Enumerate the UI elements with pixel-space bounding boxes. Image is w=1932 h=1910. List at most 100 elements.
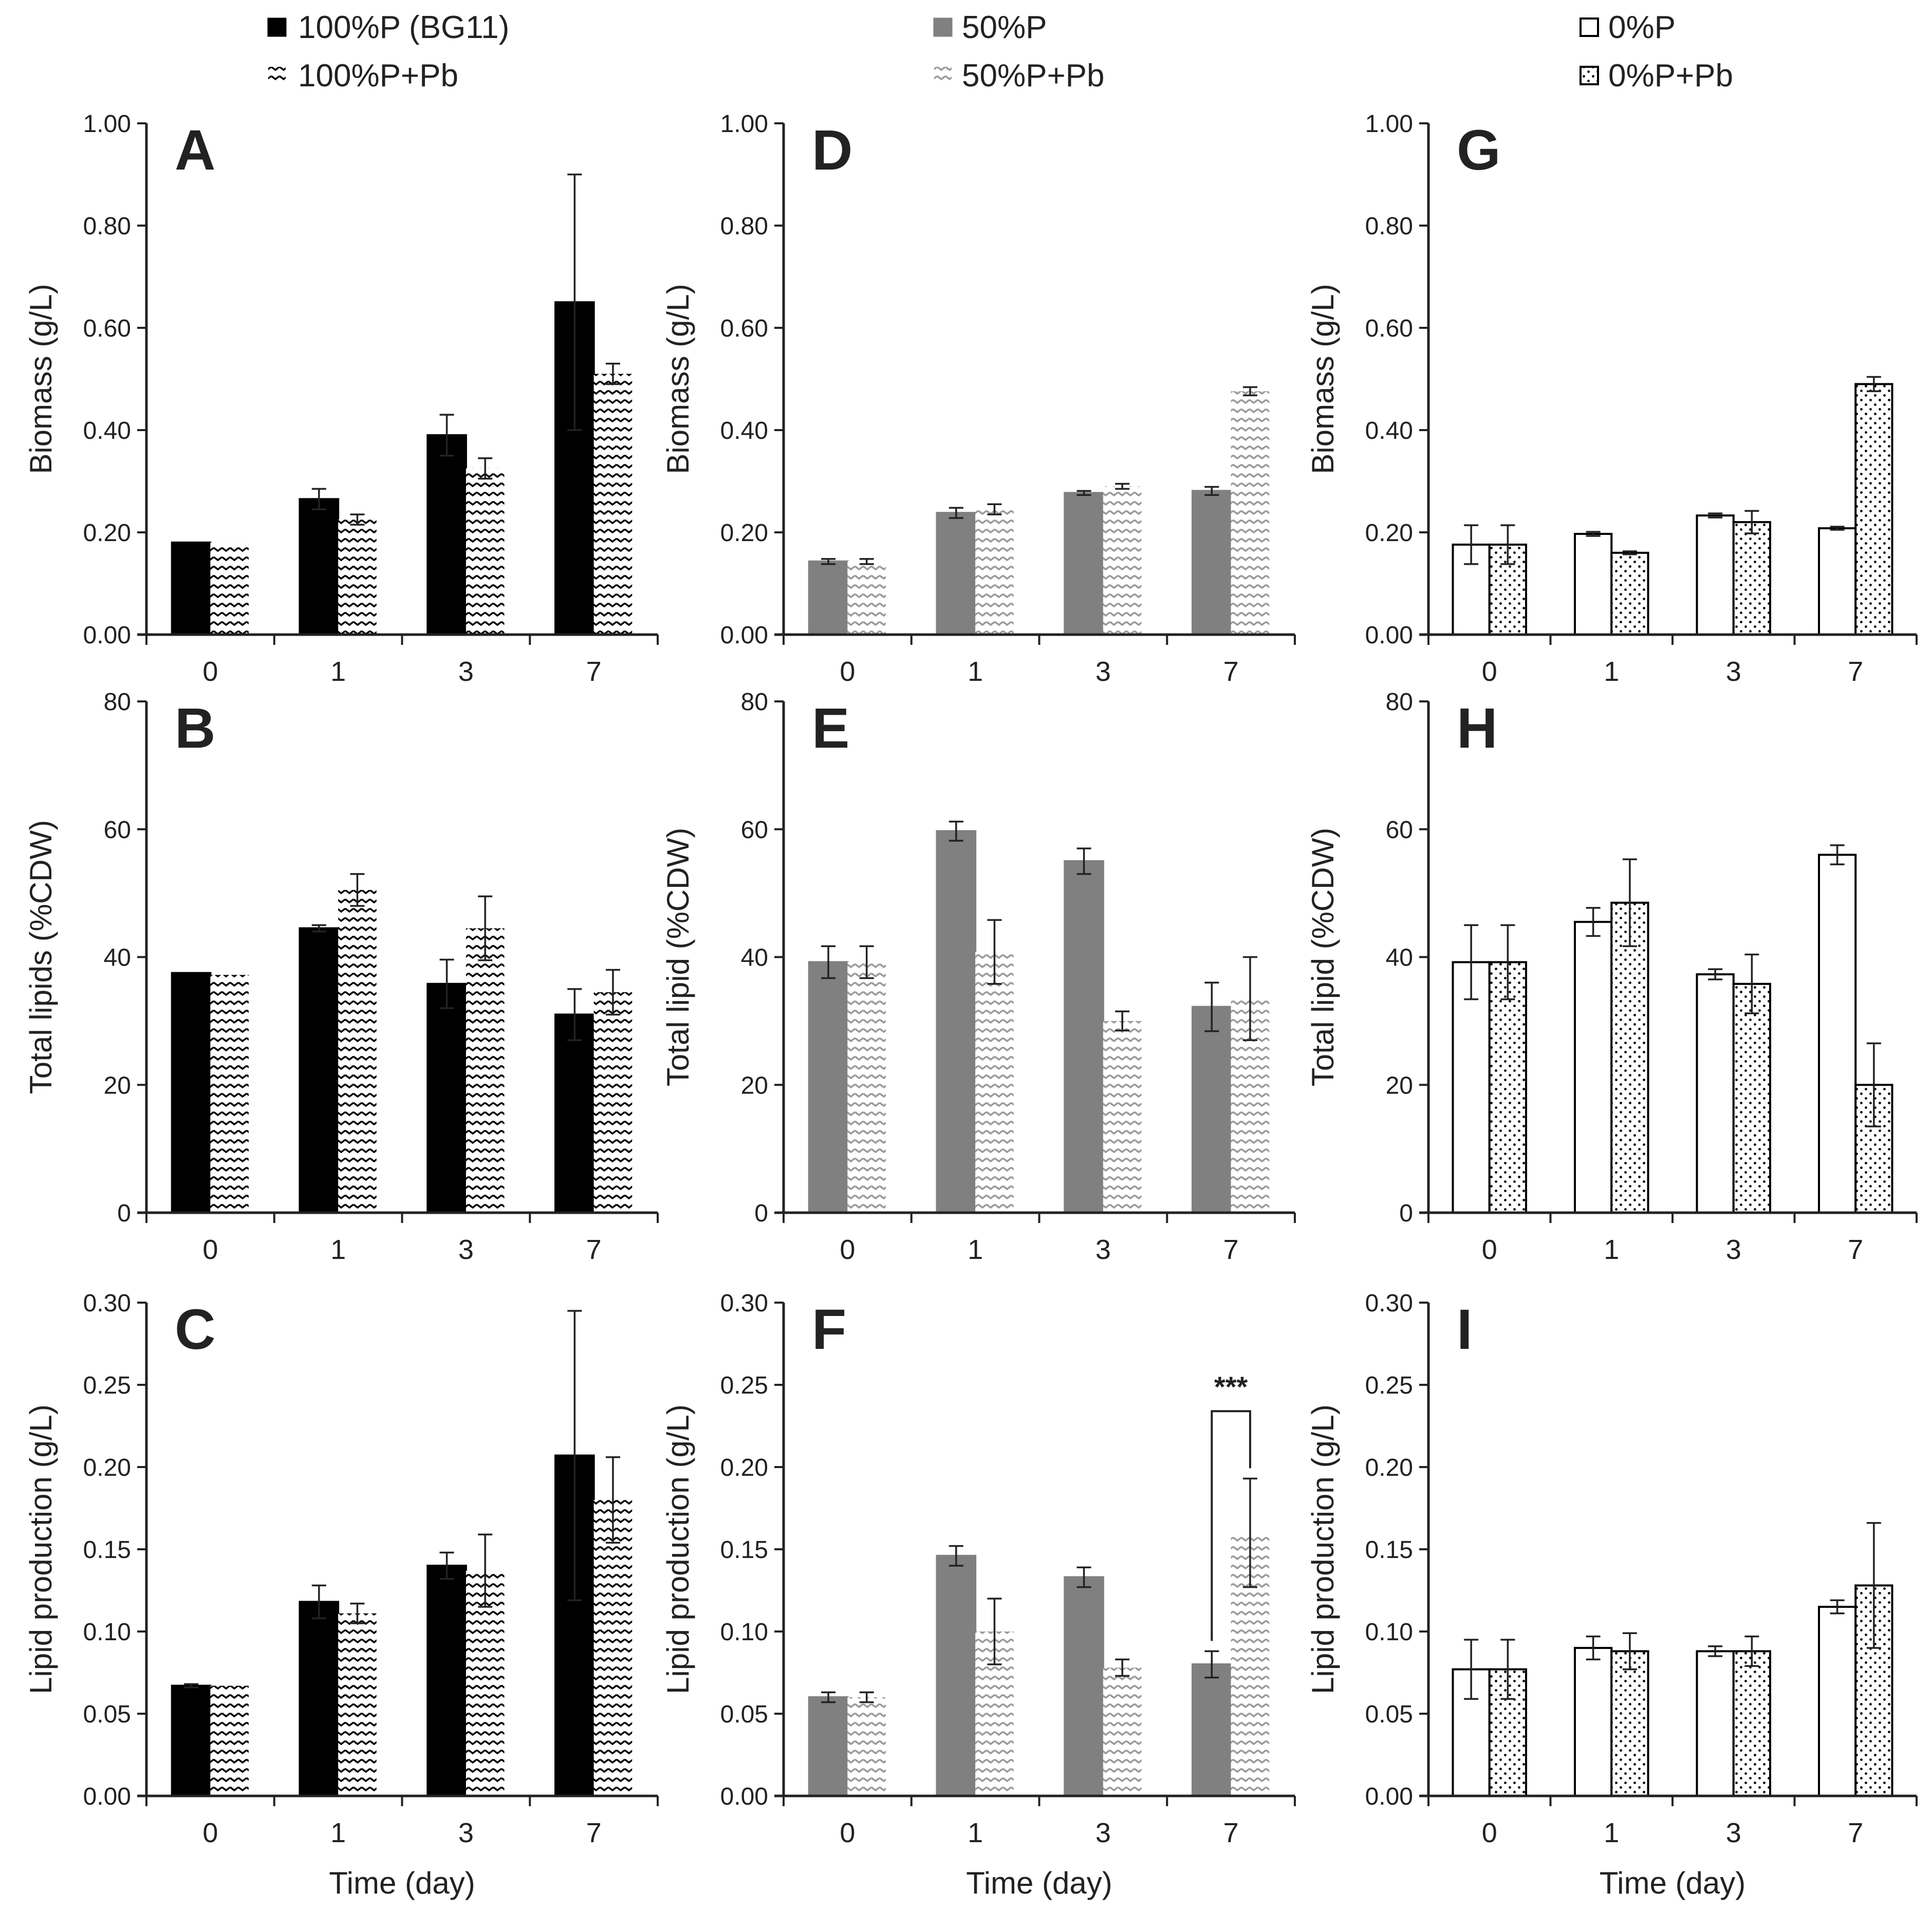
bar: [1610, 901, 1649, 1214]
x-tick-label: 1: [968, 1234, 983, 1265]
y-tick-label: 0.00: [83, 622, 131, 649]
bar: [1574, 921, 1613, 1214]
bar: [847, 1697, 886, 1796]
y-tick-label: 40: [104, 944, 131, 972]
bar: [593, 992, 633, 1213]
x-tick-label: 1: [968, 1818, 983, 1848]
y-tick-label: 0.60: [83, 315, 131, 342]
x-tick-label: 0: [1482, 1234, 1497, 1265]
y-tick-label: 1.00: [83, 110, 131, 138]
legend-item: 100%P (BG11): [267, 10, 509, 45]
y-tick-label: 0.20: [1365, 520, 1413, 547]
y-tick-label: 0.80: [1365, 213, 1413, 240]
legend-item: 50%P: [933, 10, 1047, 45]
y-tick-label: 0.80: [720, 213, 768, 240]
y-axis-label: Biomass (g/L): [1306, 284, 1340, 474]
bar: [1854, 383, 1893, 636]
x-tick-label: 7: [586, 1234, 602, 1265]
y-axis-label: Lipid production (g/L): [661, 1404, 695, 1694]
x-tick-label: 3: [458, 1818, 474, 1848]
chart-panel-c: C 0.00 0.05 0.10 0.15 0.20 0.25 0.30 Lipid produ…: [24, 1290, 659, 1900]
bar: [426, 982, 467, 1214]
x-tick-label: 0: [202, 1234, 218, 1265]
bar: [1732, 521, 1771, 636]
x-tick-label: 7: [1223, 656, 1239, 687]
y-tick-label: 0.40: [720, 417, 768, 444]
y-tick-label: 0.00: [720, 1783, 768, 1810]
y-tick-label: 0.60: [720, 315, 768, 342]
chart-panel-g: G 0.00 0.20 0.40 0.60 0.80 1.00 Biomass (g/L) 0 1…: [1306, 110, 1918, 687]
y-tick-label: 0.25: [83, 1372, 131, 1399]
x-tick-label: 3: [1095, 656, 1111, 687]
panel-label: F: [812, 1298, 846, 1361]
y-tick-label: 0.20: [1365, 1454, 1413, 1481]
x-tick-label: 3: [1726, 1234, 1741, 1265]
chart-panel-i: I 0.00 0.05 0.10 0.15 0.20 0.25 0.30 Lipid produ…: [1306, 1290, 1918, 1900]
bar: [1610, 551, 1649, 636]
legend-label: 100%P (BG11): [298, 10, 509, 45]
panel-label: E: [812, 697, 849, 760]
y-axis-label: Total lipid (%CDW): [1306, 828, 1340, 1086]
bar: [466, 468, 505, 635]
bar: [1103, 1021, 1142, 1213]
y-tick-label: 0.40: [83, 417, 131, 444]
panel-label: D: [812, 119, 852, 182]
bar: [936, 1554, 977, 1797]
bar: [210, 1685, 249, 1796]
legend-swatch: [933, 17, 953, 37]
bar: [1818, 1606, 1857, 1797]
bar: [171, 541, 212, 636]
y-axis-label: Lipid production (g/L): [24, 1404, 58, 1694]
bar: [338, 1613, 377, 1796]
chart-panel-b: B 0 20 40 60 80 Total lipids (%CDW) 0 1 3 7: [24, 689, 659, 1265]
y-tick-label: 0: [754, 1200, 768, 1227]
significance-bracket: [1211, 1410, 1251, 1641]
x-tick-label: 1: [1604, 656, 1619, 687]
y-tick-label: 0.20: [720, 520, 768, 547]
bar: [593, 374, 633, 635]
bar: [1064, 860, 1104, 1214]
x-tick-label: 1: [330, 1234, 346, 1265]
y-tick-label: 0.25: [720, 1372, 768, 1399]
bar: [808, 560, 849, 636]
bar: [1192, 1663, 1232, 1797]
legend-swatch: [934, 67, 952, 84]
bar: [936, 830, 977, 1214]
y-tick-label: 0.80: [83, 213, 131, 240]
bar: [1818, 854, 1857, 1214]
bar: [299, 1601, 340, 1797]
x-tick-label: 3: [1726, 1818, 1741, 1848]
bar: [299, 927, 340, 1214]
panel-label: H: [1457, 697, 1497, 760]
y-tick-label: 0.00: [83, 1783, 131, 1810]
legend-swatch: [1580, 66, 1599, 85]
bar: [466, 1570, 505, 1796]
x-tick-label: 1: [330, 656, 346, 687]
bar: [1818, 527, 1857, 636]
bar: [171, 1684, 212, 1797]
x-tick-label: 0: [840, 1818, 855, 1848]
legend-label: 50%P+Pb: [962, 58, 1105, 94]
bar: [1192, 490, 1232, 636]
bar: [593, 1500, 633, 1796]
y-tick-label: 20: [104, 1072, 131, 1099]
panel-label: B: [175, 697, 215, 760]
x-tick-label: 7: [586, 656, 602, 687]
x-tick-label: 7: [586, 1818, 602, 1848]
y-tick-label: 0: [1399, 1200, 1413, 1227]
y-tick-label: 0.60: [1365, 315, 1413, 342]
x-tick-label: 1: [1604, 1234, 1619, 1265]
bar: [1732, 982, 1771, 1214]
bar: [1064, 492, 1104, 636]
chart-panel-d: D 0.00 0.20 0.40 0.60 0.80 1.00 Biomass (g/L) 0 1…: [661, 110, 1296, 687]
legend-item: 0%P+Pb: [1580, 58, 1733, 94]
x-tick-label: 7: [1848, 1818, 1863, 1848]
x-tick-label: 3: [1095, 1234, 1111, 1265]
bar: [847, 962, 886, 1213]
legend-swatch: [267, 17, 287, 37]
y-tick-label: 0.20: [720, 1454, 768, 1481]
legend-item: 100%P+Pb: [268, 58, 458, 94]
x-tick-label: 1: [330, 1818, 346, 1848]
bar: [466, 928, 505, 1213]
x-tick-label: 3: [1095, 1818, 1111, 1848]
